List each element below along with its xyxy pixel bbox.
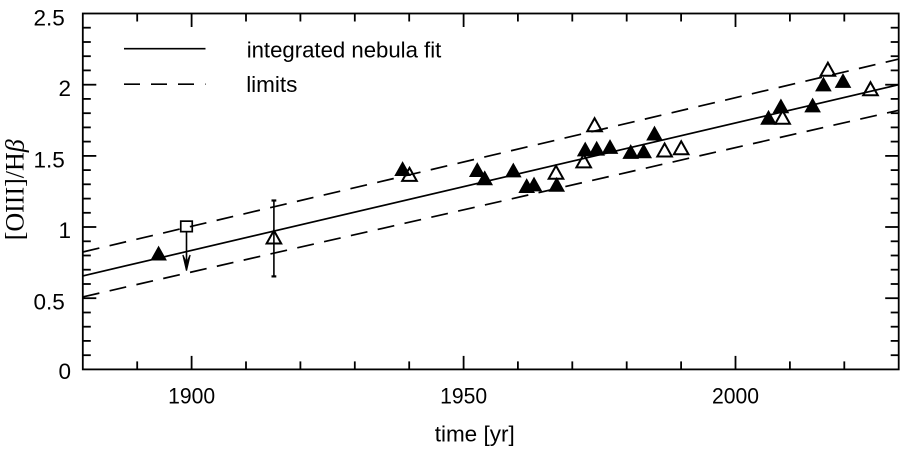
svg-text:2.5: 2.5: [34, 5, 65, 30]
svg-text:[OIII]/Hβ: [OIII]/Hβ: [1, 139, 30, 240]
svg-text:2: 2: [58, 76, 71, 101]
svg-text:time [yr]: time [yr]: [435, 422, 515, 447]
svg-text:limits: limits: [246, 72, 297, 97]
svg-text:1950: 1950: [440, 384, 487, 409]
svg-text:2000: 2000: [712, 384, 759, 409]
svg-text:0: 0: [58, 359, 71, 384]
svg-text:1.5: 1.5: [34, 147, 65, 172]
svg-text:1: 1: [58, 218, 71, 243]
svg-text:1900: 1900: [168, 384, 215, 409]
svg-text:integrated nebula fit: integrated nebula fit: [247, 38, 442, 63]
svg-text:0.5: 0.5: [34, 289, 65, 314]
